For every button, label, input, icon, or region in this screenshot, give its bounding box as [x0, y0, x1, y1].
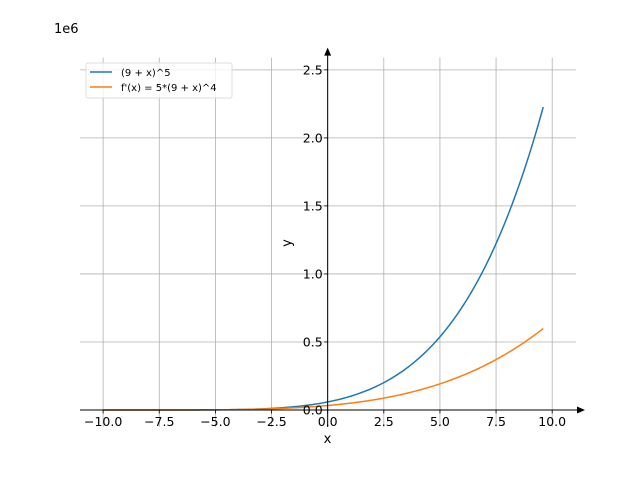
series-line-1 [103, 327, 544, 411]
y-tick-label: 1.5 [303, 198, 323, 213]
legend: (9 + x)^5 f'(x) = 5*(9 + x)^4 [85, 62, 233, 99]
y-axis-arrow-icon [324, 47, 332, 56]
x-tick-label: 0.0 [318, 414, 338, 429]
y-tick-label: 2.0 [303, 130, 323, 145]
y-tick-label: 1.0 [303, 266, 323, 281]
x-tick-label: 5.0 [430, 414, 450, 429]
y-tick-label: 0.5 [303, 334, 323, 349]
x-axis-label: x [324, 432, 332, 447]
x-tick-label: −2.5 [256, 414, 286, 429]
x-tick-label: 7.5 [486, 414, 506, 429]
y-axis-label: y [280, 239, 295, 247]
x-tick-label: −7.5 [144, 414, 174, 429]
ticks: −10.0 −7.5 −5.0 −2.5 0.0 2.5 5.0 7.5 10.0 0.0 0.5 1… [84, 62, 566, 429]
axes [80, 47, 585, 427]
x-tick-label: −10.0 [84, 414, 122, 429]
x-tick-label: −5.0 [200, 414, 230, 429]
legend-label-0: (9 + x)^5 [121, 68, 171, 79]
x-tick-label: 10.0 [538, 414, 566, 429]
series-group [103, 106, 544, 411]
x-axis-arrow-icon [577, 406, 585, 414]
series-line-0 [103, 106, 544, 411]
legend-box [85, 62, 233, 99]
y-tick-label: 2.5 [303, 62, 323, 77]
x-tick-label: 2.5 [374, 414, 394, 429]
y-offset-label: 1e6 [54, 22, 79, 37]
legend-label-1: f'(x) = 5*(9 + x)^4 [121, 83, 217, 94]
y-tick-label: 0.0 [303, 402, 323, 417]
